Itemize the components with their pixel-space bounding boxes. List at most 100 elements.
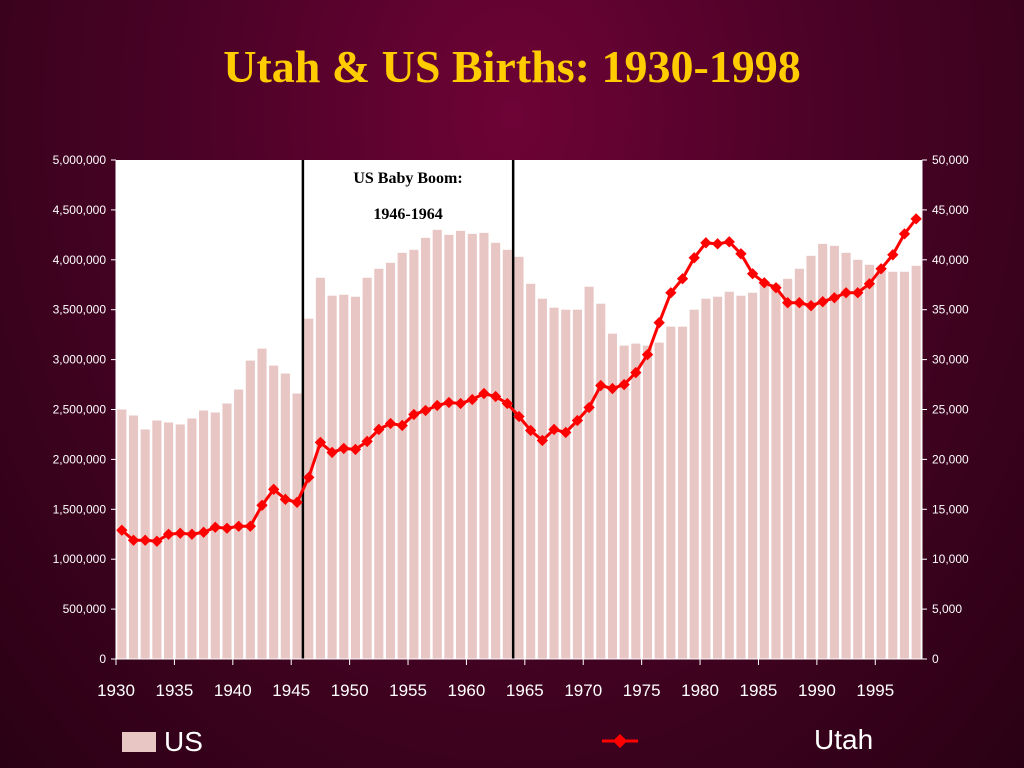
us-bar	[409, 249, 419, 659]
us-bar	[806, 255, 816, 660]
us-bar	[736, 295, 746, 659]
us-bar	[397, 252, 407, 659]
utah-point	[571, 414, 584, 427]
us-bar	[420, 237, 431, 659]
utah-point	[454, 397, 467, 410]
left-tick-label: 500,000	[63, 602, 107, 616]
utah-point	[338, 442, 350, 455]
right-tick-label: 15,000	[932, 502, 969, 516]
us-bar	[327, 295, 337, 659]
x-tick-label: 1985	[740, 681, 778, 700]
utah-point	[758, 277, 770, 289]
us-bar	[245, 360, 255, 659]
us-bar	[701, 298, 711, 659]
us-bar	[491, 242, 501, 660]
legend-label-us: US	[164, 726, 203, 757]
us-bar	[304, 318, 314, 659]
utah-point	[209, 521, 221, 533]
us-bars	[117, 229, 921, 660]
us-bar	[526, 283, 536, 659]
left-tick-label: 4,500,000	[53, 203, 107, 217]
left-tick-label: 3,000,000	[53, 353, 107, 367]
us-bar	[818, 243, 828, 659]
us-bar	[175, 424, 185, 659]
utah-point	[910, 213, 922, 225]
left-tick-label: 1,500,000	[53, 502, 107, 516]
us-bar-swatch-icon	[122, 732, 156, 752]
x-tick-label: 1930	[97, 681, 135, 700]
utah-point	[536, 434, 549, 447]
utah-point	[723, 236, 735, 248]
us-bar	[794, 268, 804, 659]
utah-point	[139, 534, 151, 546]
utah-point	[746, 268, 759, 280]
utah-point	[303, 471, 315, 484]
utah-point	[256, 499, 268, 511]
utah-point	[560, 426, 572, 439]
utah-point	[408, 408, 420, 421]
utah-point	[863, 278, 876, 290]
utah-point	[630, 366, 642, 379]
utah-point	[735, 248, 747, 260]
x-tick-label: 1935	[155, 681, 193, 700]
utah-point	[898, 228, 911, 240]
left-tick-label: 3,500,000	[53, 303, 107, 317]
x-tick-label: 1945	[272, 681, 310, 700]
us-bar	[467, 233, 477, 660]
utah-point	[817, 296, 829, 308]
utah-point	[466, 393, 478, 406]
utah-point	[618, 378, 630, 391]
utah-point	[595, 379, 607, 392]
us-bar	[841, 252, 851, 659]
utah-point	[852, 287, 864, 299]
right-tick-label: 0	[932, 652, 939, 666]
legend-label-utah: Utah	[814, 724, 874, 755]
utah-point	[700, 237, 712, 249]
utah-point	[279, 493, 292, 505]
x-tick-label: 1970	[564, 681, 602, 700]
us-bar	[853, 259, 863, 659]
baby-boom-label: US Baby Boom:	[353, 170, 462, 187]
utah-point	[361, 435, 373, 448]
us-bar	[502, 249, 512, 659]
right-tick-label: 10,000	[932, 552, 969, 566]
right-tick-label: 25,000	[932, 403, 969, 417]
x-tick-label: 1950	[331, 681, 369, 700]
utah-point	[232, 520, 245, 532]
us-bar	[561, 309, 571, 659]
utah-point	[653, 317, 665, 329]
utah-point	[676, 273, 689, 285]
x-tick-label: 1960	[448, 681, 486, 700]
x-tick-label: 1990	[798, 681, 836, 700]
right-tick-label: 30,000	[932, 353, 969, 367]
utah-point	[221, 522, 233, 534]
us-bar	[864, 264, 874, 659]
us-bar	[607, 333, 618, 659]
us-bar	[876, 269, 886, 659]
us-bar	[339, 294, 349, 659]
us-bar	[783, 278, 793, 659]
baby-boom-annotation: US Baby Boom: 1946-1964	[353, 170, 462, 223]
utah-point	[373, 423, 385, 436]
us-bar	[642, 345, 653, 659]
us-bar	[374, 268, 384, 659]
right-tick-label: 35,000	[932, 303, 969, 317]
utah-point	[268, 483, 280, 495]
utah-point	[151, 535, 163, 547]
us-bar	[292, 393, 302, 659]
right-tick-label: 20,000	[932, 452, 969, 466]
right-tick-label: 40,000	[932, 253, 969, 267]
left-tick-label: 2,500,000	[53, 403, 107, 417]
us-bar	[432, 229, 442, 660]
us-bar	[549, 307, 559, 659]
us-bar	[771, 283, 781, 659]
utah-point	[711, 238, 724, 250]
utah-point	[349, 443, 362, 456]
us-bar	[479, 232, 489, 659]
x-tick-label: 1995	[856, 681, 894, 700]
us-bar	[280, 373, 290, 659]
us-bar	[619, 345, 629, 659]
utah-line-marker-icon	[602, 733, 638, 749]
utah-point	[548, 423, 560, 436]
